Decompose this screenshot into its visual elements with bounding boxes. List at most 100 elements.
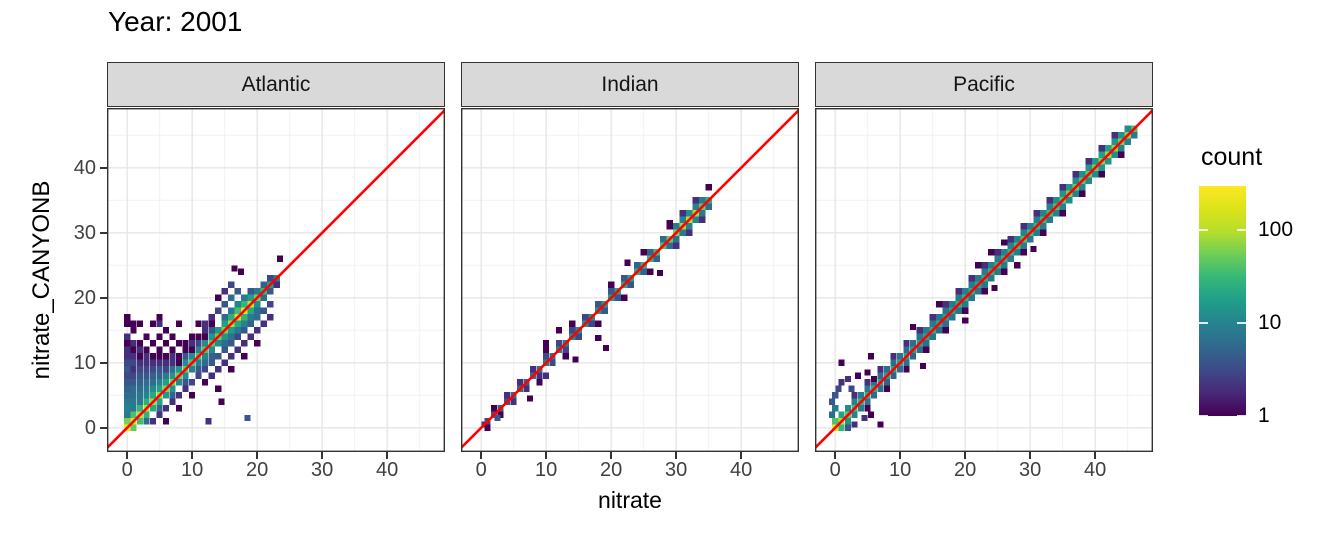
count-bin — [276, 255, 283, 262]
facet-indian: Indian — [460, 62, 800, 453]
count-bin — [267, 301, 274, 308]
count-bin — [936, 301, 943, 308]
count-bin — [195, 372, 202, 379]
count-bin — [163, 372, 170, 379]
count-bin — [981, 281, 988, 288]
count-bin — [1059, 190, 1066, 197]
count-bin — [1001, 262, 1008, 269]
count-bin — [124, 392, 131, 399]
count-bin — [929, 333, 936, 340]
y-tick-label: 30 — [73, 221, 96, 244]
count-bin — [221, 320, 228, 327]
x-tick-label: 10 — [889, 459, 912, 481]
count-bin — [699, 197, 706, 204]
count-bin — [526, 395, 533, 402]
count-bin — [163, 327, 170, 334]
count-bin — [221, 340, 228, 347]
legend-title: count — [1201, 143, 1263, 171]
count-bin — [1033, 210, 1040, 217]
count-bin — [851, 411, 858, 418]
count-bin — [666, 242, 673, 249]
count-bin — [1059, 203, 1066, 210]
panel-plot-atlantic — [106, 107, 446, 453]
panel-host-pacific — [814, 107, 1154, 453]
count-bin — [864, 369, 871, 376]
count-bin — [234, 327, 241, 334]
count-bin — [176, 405, 183, 412]
count-bin — [673, 236, 680, 243]
count-bin — [588, 320, 595, 327]
x-tick-label: 40 — [730, 459, 753, 481]
count-bin — [150, 392, 157, 399]
count-bin — [916, 327, 923, 334]
count-bin — [254, 340, 261, 347]
count-bin — [169, 333, 176, 340]
count-bin — [1007, 255, 1014, 262]
x-tick-label: 0 — [121, 459, 133, 481]
count-bin — [247, 288, 254, 295]
count-bin — [1111, 138, 1118, 145]
count-bin — [582, 314, 589, 321]
count-bin — [195, 366, 202, 373]
count-bin — [871, 392, 878, 399]
count-bin — [143, 418, 150, 425]
count-bin — [595, 320, 602, 327]
count-bin — [877, 385, 884, 392]
count-bin — [143, 359, 150, 366]
x-tick-label: 10 — [535, 459, 558, 481]
count-bin — [838, 424, 845, 431]
count-bin — [137, 405, 144, 412]
count-bin — [143, 411, 150, 418]
count-bin — [867, 411, 874, 418]
count-bin — [705, 203, 712, 210]
x-tick-label: 30 — [665, 459, 688, 481]
count-bin — [130, 385, 137, 392]
count-bin — [231, 265, 238, 272]
count-bin — [150, 359, 157, 366]
count-bin — [189, 333, 196, 340]
count-bin — [228, 327, 235, 334]
count-bin — [124, 379, 131, 386]
count-bin — [169, 346, 176, 353]
legend-colorbar — [1199, 186, 1246, 416]
facet-strip-atlantic: Atlantic — [107, 62, 445, 107]
count-bin — [208, 314, 215, 321]
x-tick-label: 20 — [246, 459, 269, 481]
count-bin — [260, 307, 267, 314]
count-bin — [241, 320, 248, 327]
count-bin — [929, 314, 936, 321]
count-bin — [981, 288, 988, 295]
count-bin — [1118, 132, 1125, 139]
count-bin — [234, 288, 241, 295]
count-bin — [124, 366, 131, 373]
count-bin — [150, 340, 157, 347]
facet-strip-indian: Indian — [461, 62, 799, 107]
count-bin — [182, 385, 189, 392]
count-bin — [602, 344, 610, 351]
y-tick-label: 20 — [73, 286, 96, 309]
count-bin — [143, 379, 150, 386]
count-bin — [254, 314, 261, 321]
plot-title: Year: 2001 — [108, 6, 243, 37]
count-bin — [202, 320, 209, 327]
count-bin — [884, 385, 891, 392]
count-bin — [845, 405, 852, 412]
count-bin — [130, 405, 137, 412]
x-tick-mark — [545, 452, 547, 459]
count-bin — [221, 314, 228, 321]
count-bin — [247, 294, 254, 301]
count-bin — [1092, 158, 1099, 165]
count-bin — [890, 359, 897, 366]
count-bin — [156, 314, 163, 321]
count-bin — [218, 398, 225, 405]
count-bin — [994, 268, 1001, 275]
count-bin — [137, 379, 144, 386]
count-bin — [208, 359, 215, 366]
count-bin — [556, 340, 563, 347]
count-bin — [137, 418, 144, 425]
count-bin — [647, 249, 654, 256]
count-bin — [234, 346, 241, 353]
count-bin — [137, 353, 144, 360]
count-bin — [832, 392, 839, 399]
count-bin — [130, 411, 137, 418]
